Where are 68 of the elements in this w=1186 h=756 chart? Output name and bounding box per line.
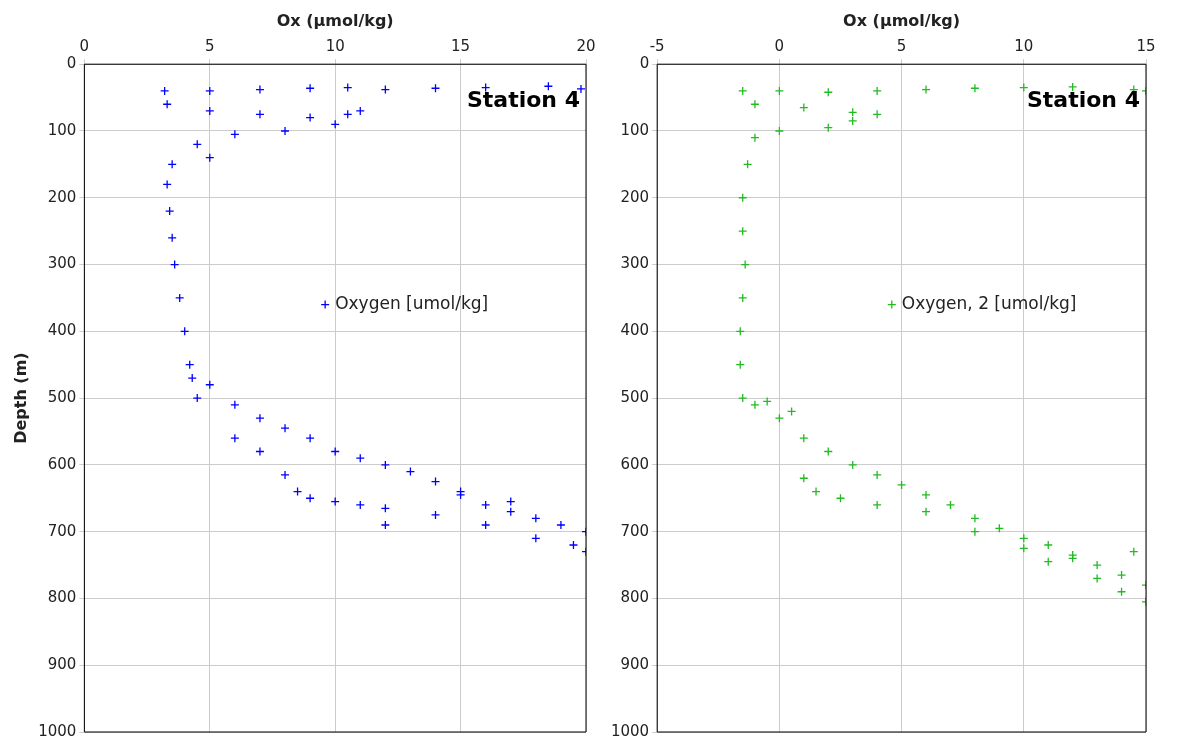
y-tick-label: 500	[620, 387, 650, 406]
y-tick-label: 800	[47, 588, 77, 607]
y-tick-label: 900	[620, 655, 650, 674]
point	[970, 83, 980, 93]
point	[872, 500, 882, 510]
x-tick-label: 10	[325, 37, 345, 56]
y-tick-label: 1000	[38, 721, 77, 740]
y-tick-label: 800	[620, 588, 650, 607]
legend-label: Oxygen, 2 [umol/kg]	[901, 293, 1077, 314]
point	[921, 84, 931, 95]
y-tick-label: 700	[47, 521, 77, 540]
x-tick-label: 5	[205, 37, 215, 56]
point	[921, 506, 931, 517]
x-tick-label: 0	[774, 37, 785, 56]
y-tick-label: 400	[47, 321, 77, 340]
y-tick-label: 1000	[610, 721, 650, 740]
x-tick-label: 20	[576, 37, 596, 56]
y-tick-label: 200	[47, 187, 77, 206]
legend-label: Oxygen [umol/kg]	[335, 293, 489, 314]
y-tick-label: 600	[47, 454, 77, 473]
point	[1092, 560, 1102, 570]
point	[970, 527, 980, 537]
x-tick-label: 15	[451, 37, 471, 56]
point	[1092, 573, 1102, 584]
annotation: Station 4	[466, 86, 580, 112]
y-tick-label: 200	[620, 187, 650, 206]
y-axis-title: Depth (m)	[10, 352, 30, 444]
point	[872, 86, 882, 96]
x-tick-label: -5	[649, 37, 665, 56]
y-tick-label: 600	[620, 454, 650, 473]
x-tick-label: 15	[1136, 37, 1156, 56]
point	[848, 460, 858, 470]
x-axis-title: Ox (µmol/kg)	[276, 10, 394, 30]
point	[774, 126, 785, 136]
point	[1068, 82, 1078, 92]
x-tick-label: 10	[1014, 37, 1034, 56]
x-axis-title: Ox (µmol/kg)	[843, 10, 961, 30]
point	[750, 99, 760, 109]
point	[750, 133, 760, 143]
y-tick-label: 400	[620, 321, 650, 340]
y-tick-label: 100	[47, 120, 77, 139]
point	[921, 490, 931, 500]
y-tick-label: 700	[620, 521, 650, 540]
point	[774, 86, 785, 96]
y-tick-label: 300	[47, 254, 77, 273]
point	[774, 413, 785, 423]
y-tick-label: 0	[639, 54, 650, 73]
x-tick-label: 5	[896, 37, 907, 56]
point	[738, 393, 748, 403]
y-tick-label: 300	[620, 254, 650, 273]
point	[896, 480, 907, 490]
point	[738, 86, 748, 96]
y-tick-label: 100	[620, 120, 650, 139]
point	[970, 513, 980, 523]
x-tick-label: 0	[79, 37, 90, 56]
point	[872, 470, 882, 480]
point	[811, 486, 821, 497]
y-tick-label: 900	[47, 655, 77, 674]
point	[872, 109, 882, 119]
point	[1043, 540, 1053, 550]
y-tick-label: 500	[47, 387, 77, 406]
point	[848, 116, 858, 126]
annotation: Station 4	[1026, 86, 1140, 112]
point	[738, 293, 748, 303]
point	[945, 500, 956, 510]
point	[750, 400, 760, 410]
point	[1116, 570, 1127, 580]
y-tick-label: 0	[66, 54, 77, 73]
